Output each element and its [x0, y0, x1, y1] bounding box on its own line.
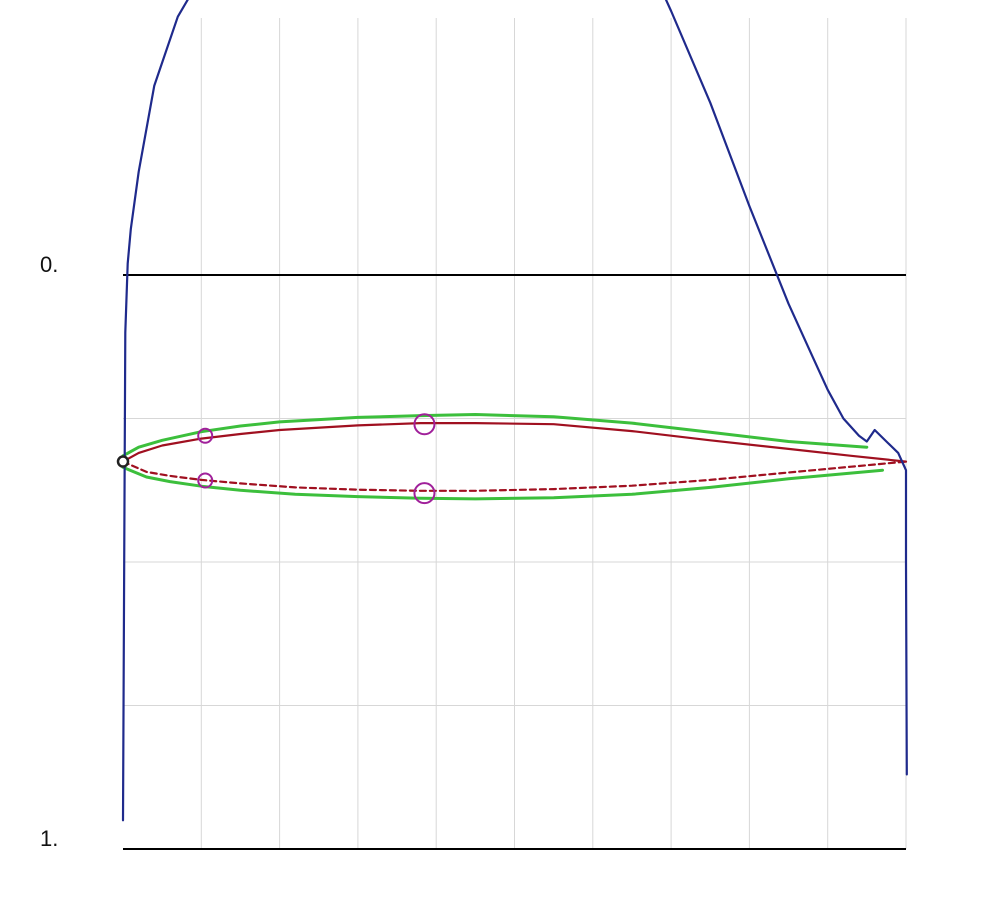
control-point-2 [197, 472, 214, 489]
lower-boundary-layer-line [121, 465, 884, 501]
control-point-4 [413, 482, 436, 505]
y-tick-label-zero: 0. [40, 252, 58, 277]
chart-series [121, 0, 908, 822]
leading-edge-point [116, 455, 130, 468]
cp-distribution-line [121, 0, 908, 822]
control-point-1 [197, 427, 214, 444]
y-tick-label-one: 1. [40, 826, 58, 851]
axis-lines [123, 274, 906, 850]
airfoil-upper-surface-line [121, 422, 908, 463]
airfoil-lower-surface-line [121, 460, 908, 492]
control-point-3 [413, 413, 436, 436]
upper-boundary-layer-line [121, 413, 869, 458]
chart-markers [116, 413, 436, 505]
